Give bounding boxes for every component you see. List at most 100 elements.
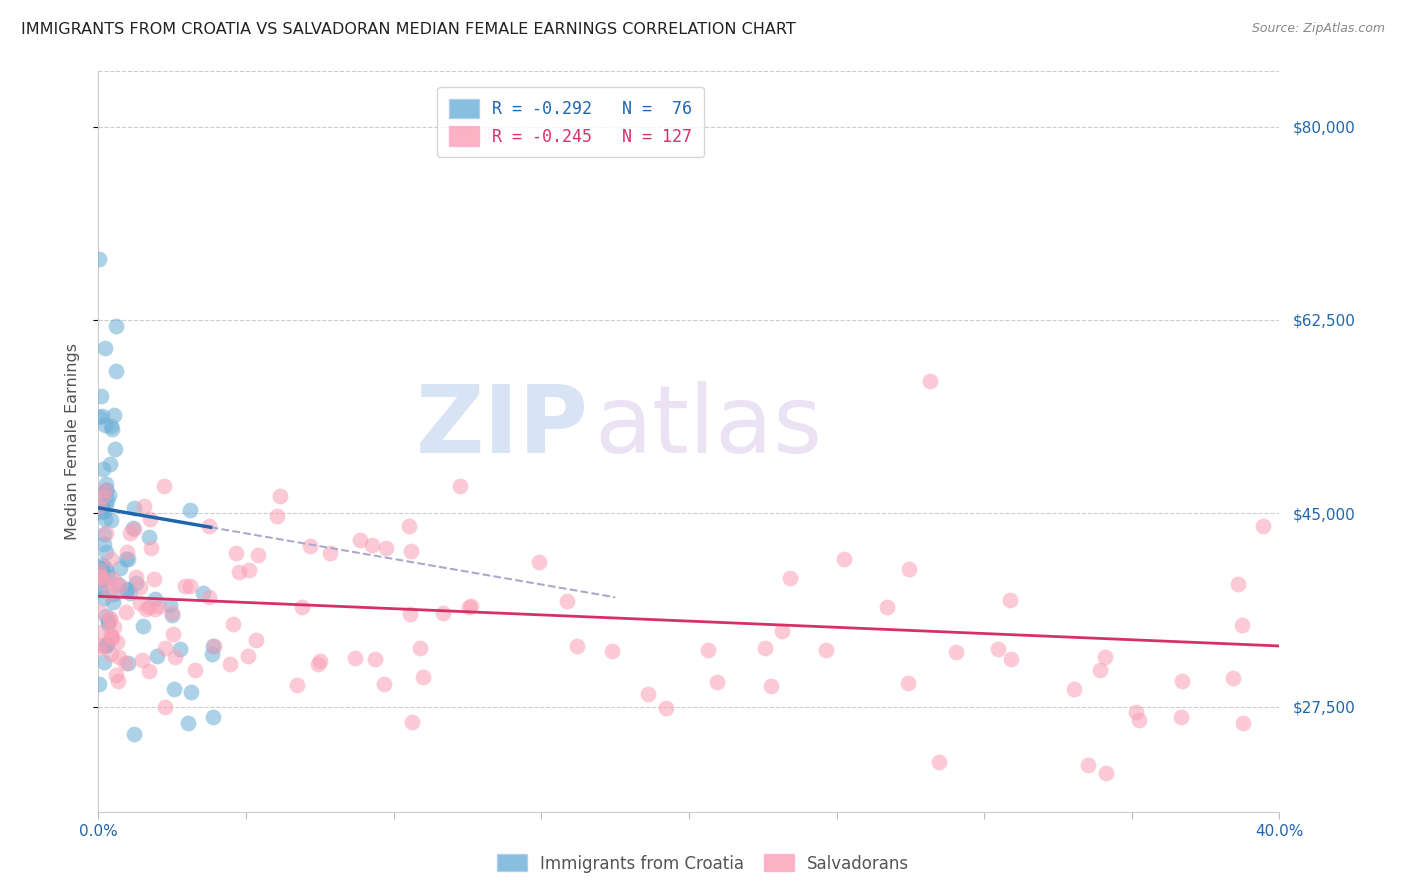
Point [131,653,153,667]
Point [103,620,125,634]
Point [93,418,115,433]
Point [93,591,115,606]
Point [432,606,454,620]
Point [90,624,112,639]
Point [94,561,117,575]
Point [90,498,112,512]
Point [91,409,114,424]
Point [143,592,166,607]
Point [169,642,191,657]
Point [104,578,127,592]
Text: atlas: atlas [595,381,823,473]
Point [349,533,371,547]
Point [89,252,111,267]
Point [398,519,420,533]
Point [177,716,200,731]
Point [412,670,434,684]
Point [1000,652,1022,666]
Point [132,500,155,514]
Point [565,639,588,653]
Point [266,509,288,524]
Point [318,546,340,560]
Point [105,635,128,649]
Point [201,710,224,724]
Point [655,701,678,715]
Point [920,374,942,388]
Point [100,611,122,625]
Point [153,641,176,656]
Point [89,677,111,691]
Point [98,457,121,471]
Point [108,561,131,575]
Point [162,627,184,641]
Point [222,617,245,632]
Point [138,599,160,614]
Point [139,541,162,555]
Point [91,558,114,573]
Point [107,577,129,591]
Point [89,499,111,513]
Point [897,562,920,576]
Point [89,569,111,583]
Point [98,586,121,600]
Point [103,587,125,601]
Point [1077,758,1099,772]
Point [93,527,115,541]
Point [103,408,125,422]
Point [1094,650,1116,665]
Point [245,632,267,647]
Point [93,537,115,551]
Point [114,605,136,619]
Point [96,483,118,497]
Point [770,624,793,638]
Point [115,582,138,596]
Point [121,520,143,534]
Point [162,606,184,620]
Point [832,552,855,566]
Point [94,525,117,540]
Point [198,591,221,605]
Point [89,605,111,619]
Point [165,650,187,665]
Legend: R = -0.292   N =  76, R = -0.245   N = 127: R = -0.292 N = 76, R = -0.245 N = 127 [437,87,704,157]
Point [96,614,118,628]
Point [93,655,115,669]
Point [458,599,481,614]
Text: Source: ZipAtlas.com: Source: ZipAtlas.com [1251,22,1385,36]
Point [1095,765,1118,780]
Point [307,657,329,671]
Point [100,418,122,433]
Point [91,489,114,503]
Point [90,570,112,584]
Point [202,640,225,654]
Point [180,685,202,699]
Point [198,518,221,533]
Point [555,593,578,607]
Point [374,541,396,555]
Point [408,640,430,655]
Point [117,545,139,559]
Point [399,543,422,558]
Point [108,650,131,665]
Point [706,674,728,689]
Point [1222,671,1244,685]
Point [1170,710,1192,724]
Point [100,647,122,661]
Point [89,560,111,574]
Y-axis label: Median Female Earnings: Median Female Earnings [65,343,80,540]
Point [94,498,117,512]
Point [114,657,136,671]
Point [754,640,776,655]
Point [153,700,176,714]
Point [449,479,471,493]
Point [94,483,117,497]
Point [108,579,131,593]
Point [100,552,122,566]
Point [987,642,1010,657]
Point [94,341,117,355]
Point [153,479,176,493]
Point [238,563,260,577]
Point [138,512,160,526]
Point [876,599,898,614]
Point [146,648,169,663]
